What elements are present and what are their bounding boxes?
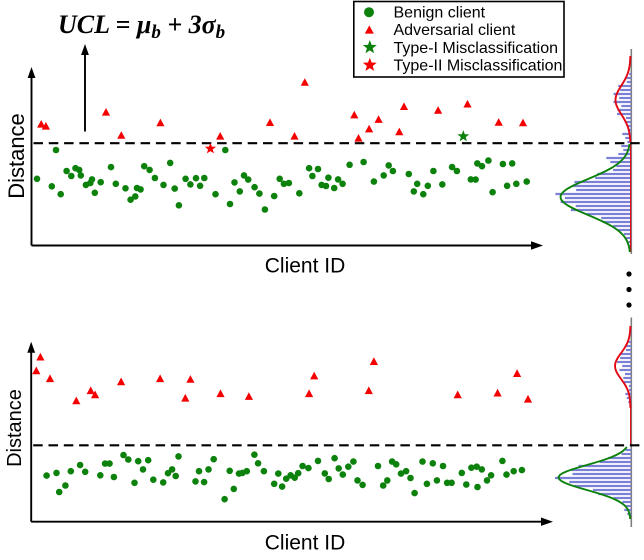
- svg-text:Client ID: Client ID: [265, 255, 346, 278]
- svg-text:Client ID: Client ID: [265, 532, 346, 555]
- svg-text:UCL = μb + 3σb: UCL = μb + 3σb: [58, 10, 225, 43]
- svg-text:Adversarial client: Adversarial client: [394, 22, 516, 39]
- svg-text:Distance: Distance: [4, 389, 26, 467]
- svg-text:Type-II Misclassification: Type-II Misclassification: [394, 58, 563, 75]
- svg-text:Type-I Misclassification: Type-I Misclassification: [394, 40, 559, 57]
- svg-text:Distance: Distance: [4, 113, 29, 199]
- svg-text:Benign client: Benign client: [394, 5, 486, 22]
